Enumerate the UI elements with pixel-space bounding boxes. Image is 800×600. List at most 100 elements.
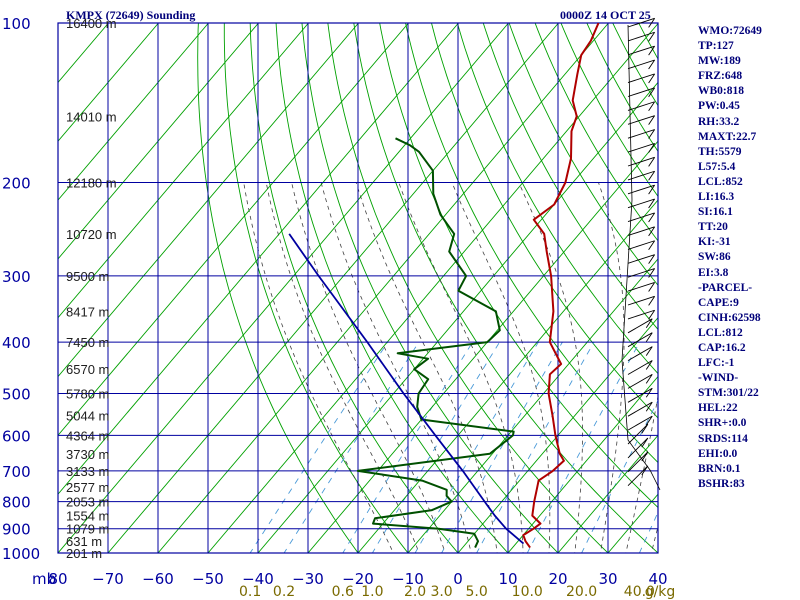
dry-adiabat <box>482 23 658 331</box>
wind-barb <box>627 115 655 125</box>
wind-barb <box>627 143 655 153</box>
pressure-tick-label: 500 <box>2 385 31 403</box>
temperature-tick-label: −20 <box>342 570 374 588</box>
temperature-tick-label: −10 <box>392 570 424 588</box>
pressure-tick-label: 400 <box>2 334 31 352</box>
isotherm <box>58 23 509 553</box>
temperature-tick-label: 30 <box>598 570 617 588</box>
sounding-index: EHI:0.0 <box>698 447 738 460</box>
wind-barb <box>627 198 655 209</box>
wind-barb-flag <box>648 18 656 28</box>
wind-staff <box>621 24 661 491</box>
wind-barb <box>627 226 655 236</box>
station-title: KMPX (72649) Sounding <box>66 8 196 22</box>
wind-barb-flag <box>648 282 656 292</box>
dry-adiabat <box>786 11 800 564</box>
wind-barb-flag <box>648 101 656 111</box>
wind-barb-flag <box>648 129 656 139</box>
height-label: 1079 m <box>66 522 109 537</box>
moist-adiabat <box>598 182 625 553</box>
dry-adiabat <box>379 23 658 509</box>
mixing-ratio-label: 1.0 <box>361 584 383 600</box>
height-label: 5044 m <box>66 408 109 423</box>
mixing-ratio-line <box>638 511 658 553</box>
mixing-ratio-line <box>283 341 420 553</box>
sounding-index: LCL:812 <box>698 326 743 339</box>
moist-adiabat <box>650 525 658 553</box>
wind-barb <box>627 295 655 306</box>
temperature-tick-label: 0 <box>453 570 463 588</box>
wind-barb-flag <box>645 360 653 370</box>
wind-barb-flag <box>648 143 656 153</box>
mixing-ratio-label: 0.1 <box>239 584 261 600</box>
wind-barb-flag <box>641 423 649 434</box>
wind-barb-flag <box>641 437 649 448</box>
wind-barb <box>627 268 655 278</box>
wind-barb-flag <box>648 157 656 167</box>
dry-adiabat <box>405 23 658 464</box>
sounding-index: SW:86 <box>698 251 731 264</box>
wind-barb-flag <box>648 226 656 237</box>
wind-barb <box>627 170 655 181</box>
isotherm <box>457 317 658 553</box>
pressure-tick-label: 700 <box>2 463 31 481</box>
wind-barb <box>627 451 649 473</box>
wind-barb <box>627 360 653 375</box>
wind-barb-flag <box>645 415 653 426</box>
dry-adiabat <box>760 11 800 564</box>
sounding-index: FRZ:648 <box>698 70 743 83</box>
wind-barb-flag <box>645 332 653 342</box>
sounding-index: CAPE:9 <box>698 296 739 309</box>
temperature-tick-label: −50 <box>192 570 224 588</box>
sounding-index: -WIND- <box>698 372 739 385</box>
mixing-ratio-label: 40.0 <box>624 584 655 600</box>
wind-barb <box>627 332 653 348</box>
sounding-index: BRN:0.1 <box>698 462 741 475</box>
wind-barb-flag <box>648 184 656 195</box>
mixing-ratio-unit: g/kg <box>645 584 676 600</box>
mixing-ratio-label: 20.0 <box>566 584 597 600</box>
height-label: 9500 m <box>66 269 109 284</box>
dry-adiabat <box>586 23 658 153</box>
isotherm <box>357 199 658 553</box>
wind-barb-flag <box>648 198 656 209</box>
pressure-tick-label: 100 <box>2 15 31 33</box>
dry-adiabat <box>249 23 459 553</box>
wind-barb <box>627 31 655 42</box>
mixing-ratio-line <box>476 341 595 553</box>
wind-barb-flag <box>648 170 656 181</box>
sounding-time: 0000Z 14 OCT 25 <box>560 8 651 22</box>
temperature-tick-label: −70 <box>92 570 124 588</box>
pressure-tick-label: 300 <box>2 268 31 286</box>
wind-barb-flag <box>648 240 656 250</box>
sounding-index: -PARCEL- <box>698 281 753 294</box>
wind-barb <box>627 437 649 459</box>
wind-barb <box>627 387 653 403</box>
wind-barb-flag <box>648 268 656 278</box>
height-label: 7450 m <box>66 335 109 350</box>
isotherm <box>257 81 658 553</box>
height-label: 631 m <box>66 534 102 549</box>
isotherm <box>58 23 459 495</box>
wind-barb-flag <box>648 309 656 320</box>
dry-adiabat <box>327 23 609 553</box>
height-label: 6570 m <box>66 362 109 377</box>
mixing-ratio-label: 10.0 <box>512 584 543 600</box>
wind-barb-flag <box>648 73 656 84</box>
sounding-index: WB0:818 <box>698 85 744 98</box>
height-label: 201 m <box>66 546 102 561</box>
isotherm <box>58 23 159 142</box>
wind-barb <box>627 309 655 320</box>
mixing-ratio-line <box>581 399 658 553</box>
moist-adiabat <box>265 182 420 553</box>
mixing-ratio-label: 0.2 <box>273 584 295 600</box>
wind-barb <box>627 17 655 28</box>
height-label: 14010 m <box>66 109 117 124</box>
isotherm <box>58 23 209 201</box>
dry-adiabat <box>275 23 509 553</box>
pressure-tick-label: 200 <box>2 175 31 193</box>
wind-barb <box>627 212 655 223</box>
sounding-index: MAXT:22.7 <box>698 130 757 143</box>
wind-barb <box>627 401 653 417</box>
wind-barb-flag <box>648 31 656 42</box>
